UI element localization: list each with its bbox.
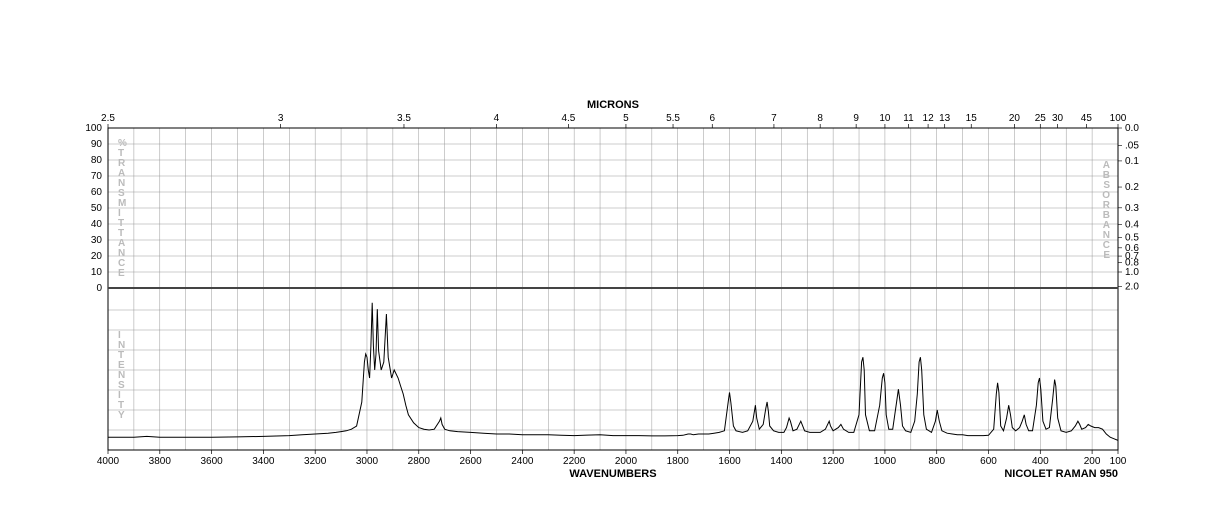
micron-tick-label: 8 (817, 113, 823, 124)
wavenumber-tick-label: 2000 (615, 456, 638, 467)
micron-tick-label: 45 (1081, 113, 1093, 124)
micron-tick-label: 9 (853, 113, 859, 124)
absorbance-tick-label: 0.1 (1125, 156, 1139, 167)
micron-tick-label: 3.5 (397, 113, 411, 124)
wavenumber-tick-label: 1400 (770, 456, 793, 467)
spectrum-trace (108, 303, 1118, 441)
micron-tick-label: 11 (903, 113, 914, 124)
wavenumber-tick-label: 1800 (667, 456, 690, 467)
micron-tick-label: 13 (939, 113, 951, 124)
absorbance-tick-label: 0.3 (1125, 203, 1139, 214)
wavenumber-tick-label: 1200 (822, 456, 845, 467)
micron-tick-label: 5.5 (666, 113, 680, 124)
wavenumber-title: WAVENUMBERS (569, 468, 656, 480)
svg-text:E: E (118, 268, 125, 279)
micron-tick-label: 6 (709, 113, 715, 124)
micron-tick-label: 7 (771, 113, 777, 124)
micron-tick-label: 30 (1052, 113, 1064, 124)
micron-title: MICRONS (587, 99, 639, 111)
wavenumber-tick-label: 1600 (718, 456, 741, 467)
wavenumber-tick-label: 2400 (511, 456, 534, 467)
svg-text:E: E (1103, 250, 1110, 261)
wavenumber-tick-label: 2800 (408, 456, 431, 467)
wavenumber-axis: 4000 3800 3600 3400 3200 3000 2800 2600 2400 2200… (97, 450, 1127, 467)
wavenumber-tick-label: 2200 (563, 456, 586, 467)
wavenumber-tick-label: 400 (1032, 456, 1049, 467)
micron-tick-label: 4.5 (561, 113, 575, 124)
micron-tick-label: 15 (966, 113, 978, 124)
transmittance-tick-label: 40 (91, 219, 103, 230)
wavenumber-tick-label: 3200 (304, 456, 327, 467)
transmittance-tick-label: 90 (91, 139, 103, 150)
chart-svg: 2.533.544.555.56789101112131520253045100… (0, 0, 1224, 528)
micron-tick-label: 10 (879, 113, 891, 124)
svg-text:Y: Y (118, 410, 125, 421)
intensity-side-label: INTENSITY (118, 330, 125, 421)
transmittance-tick-label: 60 (91, 187, 103, 198)
micron-axis: 2.533.544.555.56789101112131520253045100 (101, 113, 1127, 128)
transmittance-tick-label: 30 (91, 235, 103, 246)
micron-tick-label: 12 (923, 113, 935, 124)
wavenumber-tick-label: 2600 (459, 456, 482, 467)
transmittance-tick-label: 100 (85, 123, 102, 134)
micron-tick-label: 4 (494, 113, 500, 124)
wavenumber-tick-label: 3800 (149, 456, 172, 467)
wavenumber-tick-label: 200 (1084, 456, 1101, 467)
transmittance-tick-label: 20 (91, 251, 103, 262)
absorbance-tick-label: 0.0 (1125, 123, 1139, 134)
transmittance-tick-label: 80 (91, 155, 103, 166)
micron-tick-label: 5 (623, 113, 629, 124)
transmittance-tick-label: 50 (91, 203, 103, 214)
wavenumber-tick-label: 3400 (252, 456, 275, 467)
transmittance-tick-label: 0 (96, 283, 102, 294)
transmittance-tick-label: 70 (91, 171, 103, 182)
absorbance-tick-label: 0.4 (1125, 219, 1139, 230)
spectrum-chart: 2.533.544.555.56789101112131520253045100… (0, 0, 1224, 528)
absorbance-tick-label: 1.0 (1125, 267, 1139, 278)
absorbance-side-label: ABSORBANCE (1102, 160, 1111, 261)
absorbance-tick-label: 2.0 (1125, 281, 1139, 292)
absorbance-tick-label: 0.2 (1125, 182, 1139, 193)
wavenumber-tick-label: 4000 (97, 456, 120, 467)
wavenumber-tick-label: 3000 (356, 456, 379, 467)
transmittance-tick-label: 10 (91, 267, 103, 278)
wavenumber-tick-label: 3600 (200, 456, 223, 467)
instrument-brand: NICOLET RAMAN 950 (1004, 468, 1118, 480)
wavenumber-tick-label: 800 (928, 456, 945, 467)
absorbance-tick-label: .05 (1125, 140, 1139, 151)
micron-tick-label: 2.5 (101, 113, 115, 124)
micron-tick-label: 20 (1009, 113, 1021, 124)
absorbance-tick-label: 0.5 (1125, 232, 1139, 243)
micron-tick-label: 25 (1035, 113, 1047, 124)
wavenumber-tick-label: 1000 (874, 456, 897, 467)
transmittance-side-label: %TRANSMITTANCE (118, 138, 127, 279)
wavenumber-tick-label: 100 (1110, 456, 1127, 467)
wavenumber-tick-label: 600 (980, 456, 997, 467)
micron-tick-label: 3 (278, 113, 284, 124)
